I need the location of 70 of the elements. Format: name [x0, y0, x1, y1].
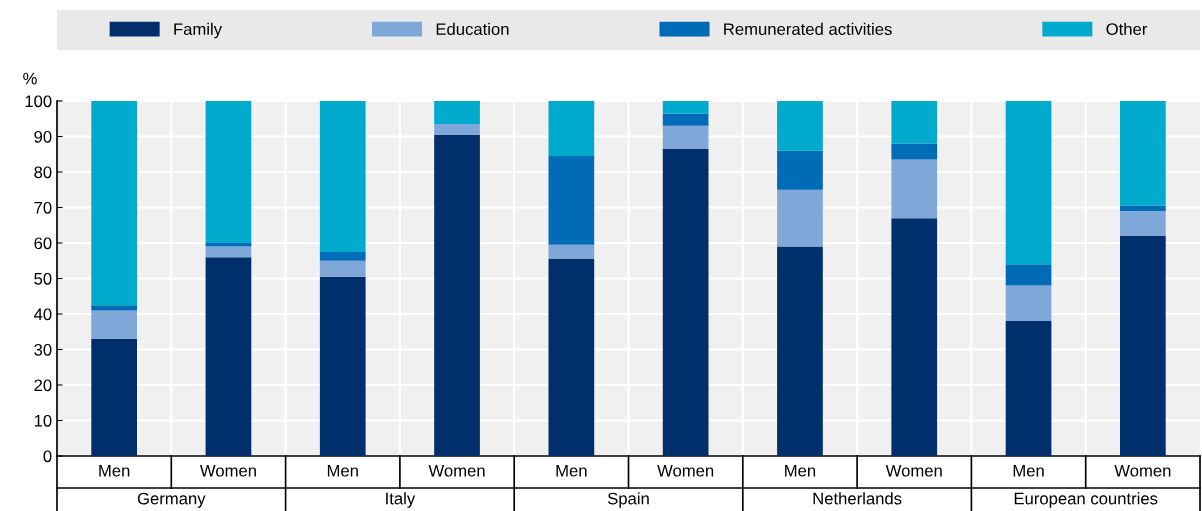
x-tick-label: Men — [556, 464, 587, 477]
bar — [1119, 211, 1166, 236]
text: Italy — [386, 492, 416, 508]
bar — [1005, 264, 1052, 286]
y-tick-label: 0 — [43, 450, 52, 463]
y-tick-label: 70 — [34, 201, 52, 214]
bar — [548, 156, 595, 245]
y-tick-label: 90 — [34, 130, 52, 143]
y-tick-label: 10 — [34, 414, 52, 427]
bar — [1119, 235, 1166, 456]
bar — [891, 218, 938, 456]
bar — [891, 101, 938, 144]
bar — [434, 124, 480, 135]
bar — [1005, 285, 1052, 322]
y-tick-label: 80 — [34, 166, 52, 179]
text: Spain — [607, 492, 649, 508]
y-tick-label: 30 — [34, 343, 52, 356]
x-tick-label: Women — [885, 464, 942, 477]
text: Netherlands — [813, 492, 902, 505]
x-tick-label: Women — [657, 464, 714, 477]
legend-label: Education — [436, 22, 509, 36]
bar — [777, 101, 823, 151]
bar — [662, 101, 709, 114]
bar — [662, 113, 709, 126]
bar — [205, 246, 252, 258]
y-tick-label: 60 — [34, 237, 52, 250]
x-tick-label: Men — [327, 464, 358, 477]
bar — [777, 246, 823, 456]
bar — [1119, 101, 1166, 206]
bar — [1005, 321, 1052, 456]
bar — [319, 251, 366, 261]
bar — [548, 101, 595, 157]
y-tick-label: 40 — [33, 308, 52, 321]
bar — [319, 101, 366, 252]
bar — [91, 305, 138, 311]
bar — [662, 125, 709, 149]
bar — [891, 159, 938, 219]
y-tick-label: 50 — [34, 272, 52, 285]
bar — [205, 243, 252, 247]
bar — [91, 101, 138, 306]
bar — [548, 258, 595, 456]
bar — [91, 338, 138, 456]
bar — [319, 260, 366, 277]
text: Germany — [137, 492, 206, 508]
x-tick-label: Men — [99, 464, 130, 477]
x-tick-label: Men — [1013, 464, 1044, 477]
bar — [1005, 101, 1052, 265]
bar — [205, 257, 252, 456]
bar — [434, 134, 480, 456]
bar — [319, 276, 366, 456]
y-axis-title: % — [23, 72, 37, 85]
y-tick-label: 100 — [25, 95, 52, 108]
bar — [777, 189, 823, 247]
legend-label: Remunerated activities — [724, 22, 892, 36]
x-tick-label: Men — [785, 464, 816, 477]
bar — [205, 101, 252, 243]
bar — [662, 148, 709, 456]
y-tick-label: 20 — [34, 379, 52, 392]
legend-label: Family — [174, 22, 223, 39]
legend-label: Other — [1106, 22, 1148, 36]
bar — [548, 244, 595, 259]
bar — [91, 310, 138, 339]
x-tick-label: Women — [1114, 464, 1171, 477]
x-tick-label: Women — [428, 464, 485, 477]
bar — [1119, 205, 1166, 212]
text: European countries — [1014, 492, 1158, 508]
bar — [777, 150, 823, 190]
bar — [434, 101, 480, 125]
x-tick-label: Women — [199, 464, 256, 477]
bar — [891, 143, 938, 160]
